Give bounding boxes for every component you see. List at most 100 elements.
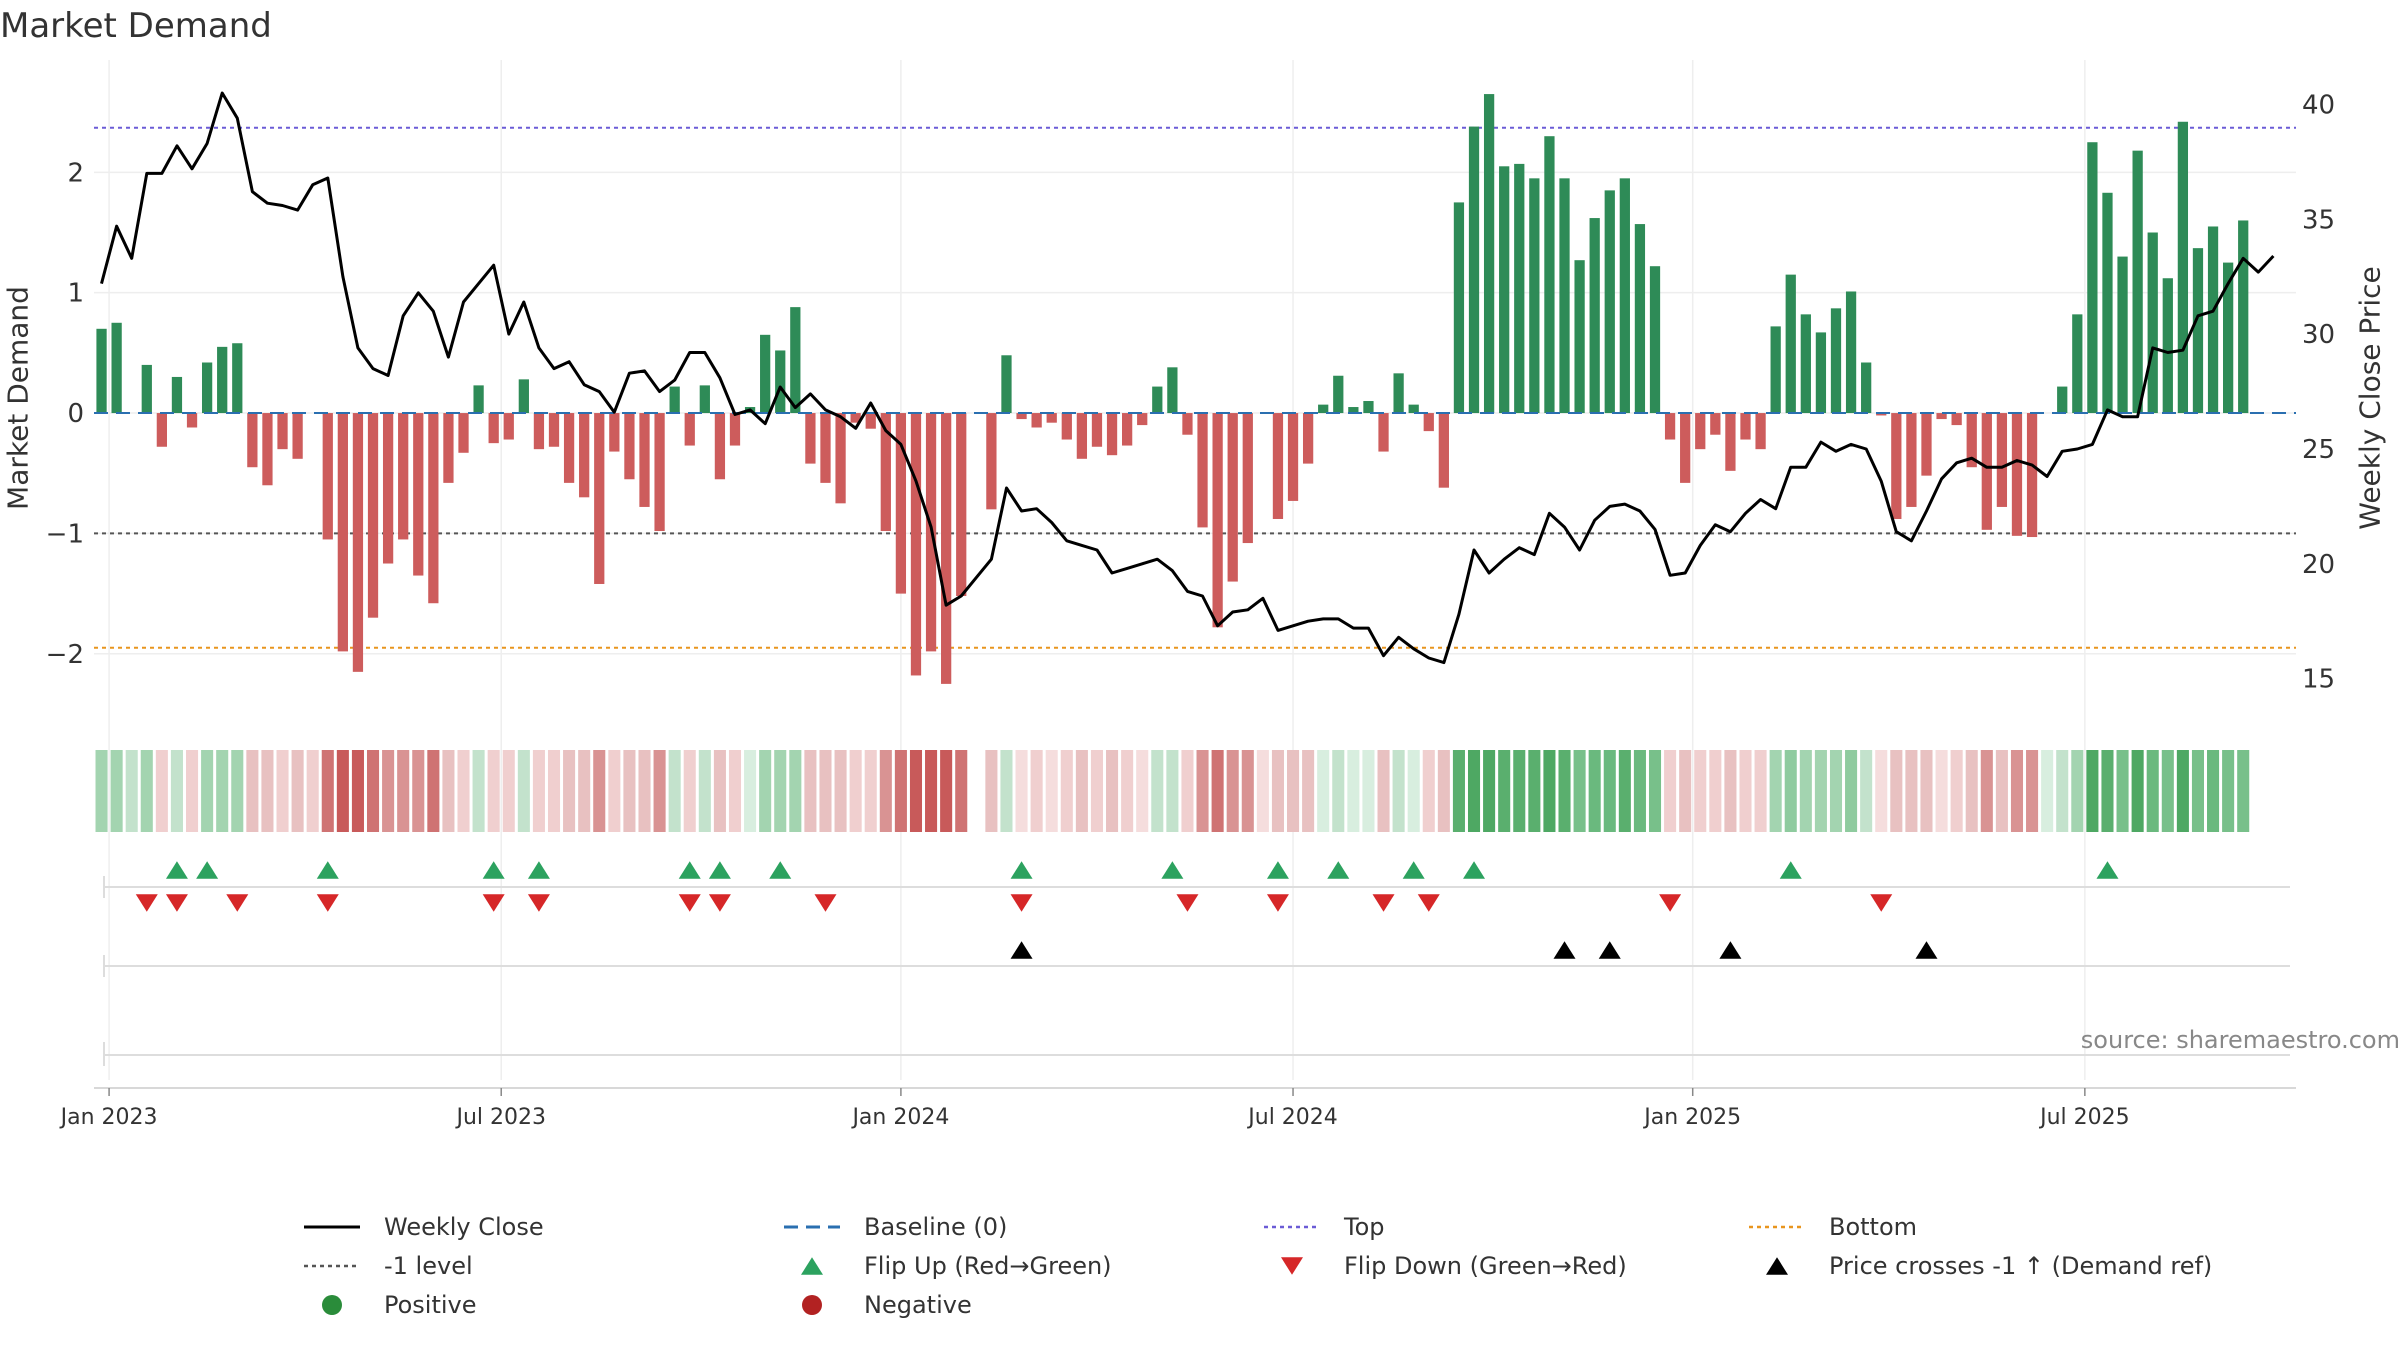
legend-label: Positive [384, 1291, 477, 1319]
strip-cell [1392, 750, 1405, 832]
demand-bar [1137, 413, 1148, 426]
demand-bar [2147, 232, 2158, 414]
demand-bar [1227, 413, 1238, 582]
strip-cell [442, 750, 455, 832]
x-tick-label: Jul 2024 [1246, 1105, 1338, 1130]
demand-bar [1106, 413, 1118, 456]
y-right-tick-label: 15 [2302, 665, 2335, 695]
strip-cell [427, 750, 440, 832]
flip-down-marker [316, 894, 339, 912]
demand-bar [986, 413, 997, 510]
flip-down-marker [482, 894, 505, 912]
strip-cell [1090, 750, 1103, 832]
strip-cell [1407, 750, 1420, 832]
demand-bar [1378, 413, 1389, 452]
demand-bar [2177, 121, 2189, 414]
strip-cell [623, 750, 636, 832]
strip-cell [1347, 750, 1360, 832]
y-right-tick-label: 20 [2302, 550, 2335, 580]
y-left-tick-label: 1 [67, 279, 84, 309]
demand-bar [1876, 413, 1887, 416]
demand-bar [805, 413, 816, 464]
strip-cell [955, 750, 968, 832]
demand-bar [1740, 413, 1751, 440]
strip-cell [1905, 750, 1918, 832]
demand-bar [684, 413, 695, 446]
demand-bar [1695, 413, 1706, 450]
demand-bar [1574, 260, 1585, 414]
demand-bar [1544, 136, 1555, 414]
demand-bar [1604, 190, 1615, 414]
demand-bar [1061, 413, 1072, 440]
legend-label: Weekly Close [384, 1213, 544, 1241]
strip-cell [291, 750, 304, 832]
demand-bar [367, 413, 379, 618]
flip-up-marker [1161, 861, 1184, 879]
demand-bar [2192, 248, 2204, 414]
strip-cell [1633, 750, 1646, 832]
flip-up-marker [1463, 861, 1486, 879]
demand-bar [910, 413, 922, 676]
demand-bar [1634, 224, 1646, 414]
legend-label: Flip Up (Red→Green) [864, 1252, 1112, 1280]
demand-bar [1649, 266, 1661, 414]
strip-cell [2056, 750, 2069, 832]
demand-bar [1302, 413, 1314, 464]
demand-bar [1333, 375, 1344, 414]
strip-cell [593, 750, 606, 832]
demand-bar [1091, 413, 1103, 447]
demand-bar [1529, 178, 1540, 414]
demand-bar [790, 307, 801, 414]
strip-cell [1483, 750, 1496, 832]
strip-cell [2222, 750, 2235, 832]
demand-bar [1906, 413, 1917, 507]
demand-bar [111, 322, 122, 414]
strip-cell [1950, 750, 1963, 832]
demand-bar [2072, 314, 2083, 414]
flip-down-marker [1417, 894, 1440, 912]
flip-up-marker [196, 861, 219, 879]
demand-bar [1785, 274, 1796, 414]
demand-bar [2223, 262, 2234, 414]
strip-cell [2086, 750, 2099, 832]
strip-cell [140, 750, 153, 832]
strip-cell [1256, 750, 1269, 832]
strip-cell [1694, 750, 1707, 832]
price-cross-marker [1010, 941, 1033, 959]
x-tick-label: Jul 2023 [454, 1105, 546, 1130]
strip-cell [382, 750, 395, 832]
demand-bar [1167, 367, 1178, 414]
demand-bar [277, 413, 288, 450]
flip-up-marker [769, 861, 792, 879]
strip-cell [1965, 750, 1978, 832]
demand-bar [669, 386, 680, 414]
demand-bar [865, 413, 876, 429]
demand-bar [1559, 178, 1570, 414]
demand-bar [1423, 413, 1434, 432]
strip-cell [1498, 750, 1511, 832]
strip-cell [638, 750, 651, 832]
triangle-down-icon [1281, 1257, 1303, 1275]
demand-bar [1514, 163, 1525, 414]
strip-cell [608, 750, 621, 832]
strip-cell [1211, 750, 1224, 832]
flip-down-marker [1010, 894, 1033, 912]
strip-cell [1362, 750, 1375, 832]
strip-cell [864, 750, 877, 832]
demand-bar [141, 364, 152, 414]
demand-bar [850, 413, 861, 423]
strip-cell [2026, 750, 2039, 832]
demand-bar [1861, 362, 1872, 414]
line-dot-icon [1264, 1225, 1320, 1229]
demand-bar [1951, 413, 1962, 426]
strip-cell [276, 750, 289, 832]
flip-up-marker [165, 861, 188, 879]
flip-up-marker [1266, 861, 1289, 879]
demand-bar [1468, 126, 1480, 414]
strip-cell [894, 750, 907, 832]
demand-bar [594, 413, 605, 584]
strip-cell [1528, 750, 1541, 832]
demand-bar [292, 413, 303, 459]
strip-cell [231, 750, 244, 832]
triangle-up-icon [1766, 1257, 1788, 1275]
